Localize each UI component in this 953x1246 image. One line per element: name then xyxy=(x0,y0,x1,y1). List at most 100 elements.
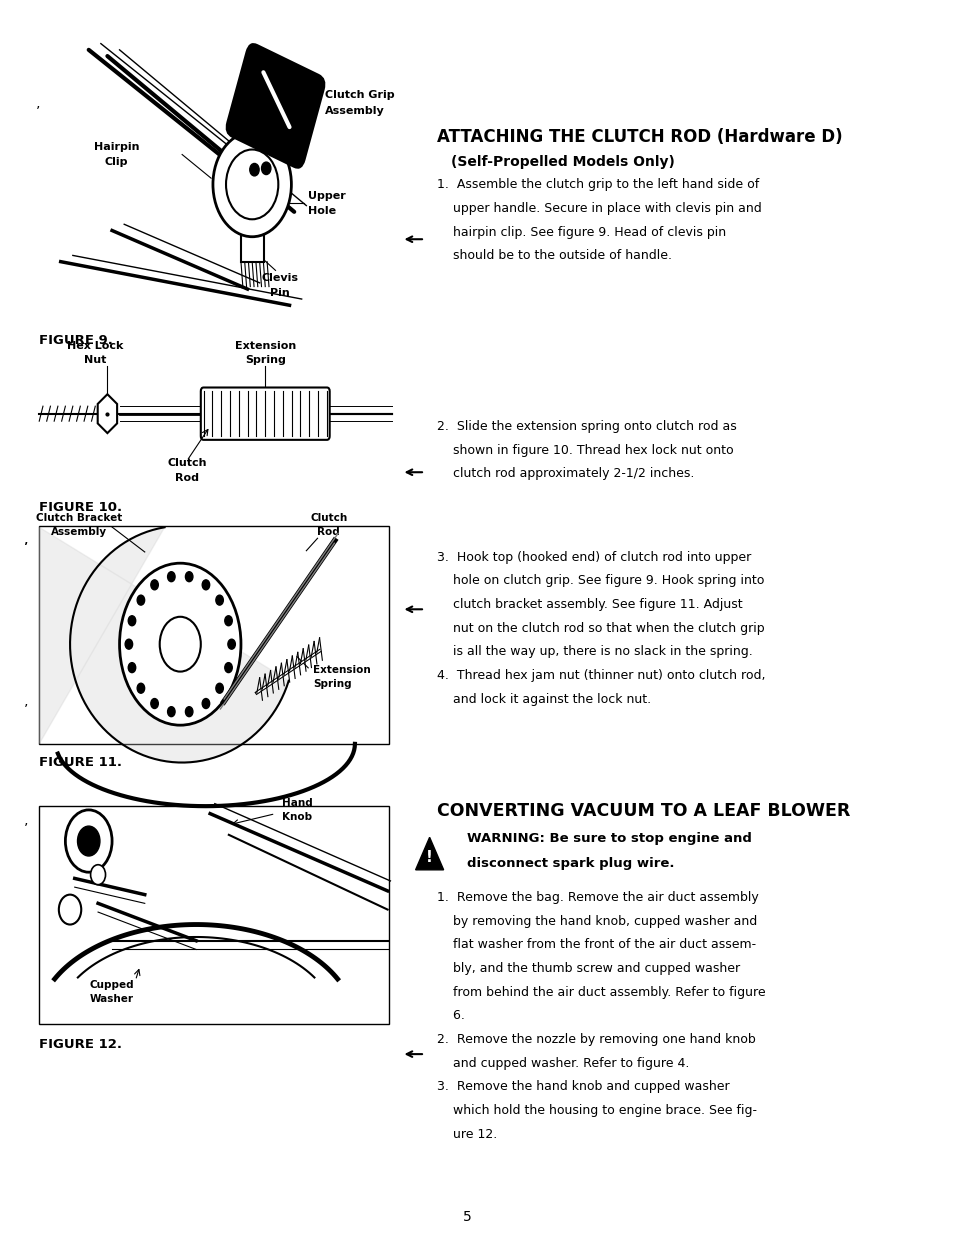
Circle shape xyxy=(168,572,175,582)
Text: Assembly: Assembly xyxy=(51,527,108,537)
Text: 6.: 6. xyxy=(436,1009,464,1022)
Circle shape xyxy=(202,579,210,589)
Text: Spring: Spring xyxy=(245,355,285,365)
FancyBboxPatch shape xyxy=(200,388,330,440)
FancyBboxPatch shape xyxy=(241,181,264,262)
Text: ’: ’ xyxy=(23,703,28,718)
Text: Clutch Grip: Clutch Grip xyxy=(325,90,395,100)
Text: shown in figure 10. Thread hex lock nut onto: shown in figure 10. Thread hex lock nut … xyxy=(436,444,733,456)
Text: ’: ’ xyxy=(23,541,28,556)
Circle shape xyxy=(128,616,135,625)
Circle shape xyxy=(250,163,259,176)
Circle shape xyxy=(215,683,223,693)
Circle shape xyxy=(185,706,193,716)
Text: Clutch: Clutch xyxy=(310,513,347,523)
Text: Washer: Washer xyxy=(90,994,134,1004)
Circle shape xyxy=(125,639,132,649)
Text: by removing the hand knob, cupped washer and: by removing the hand knob, cupped washer… xyxy=(436,915,757,927)
Text: and lock it against the lock nut.: and lock it against the lock nut. xyxy=(436,693,651,705)
Text: 1.  Assemble the clutch grip to the left hand side of: 1. Assemble the clutch grip to the left … xyxy=(436,178,759,191)
Circle shape xyxy=(225,663,232,673)
Text: Extension: Extension xyxy=(234,341,295,351)
Text: ’: ’ xyxy=(23,541,28,556)
Text: Nut: Nut xyxy=(84,355,107,365)
Text: FIGURE 11.: FIGURE 11. xyxy=(39,756,122,769)
Text: 4.  Thread hex jam nut (thinner nut) onto clutch rod,: 4. Thread hex jam nut (thinner nut) onto… xyxy=(436,669,765,682)
Text: bly, and the thumb screw and cupped washer: bly, and the thumb screw and cupped wash… xyxy=(436,962,740,974)
Circle shape xyxy=(213,132,291,237)
Circle shape xyxy=(228,639,235,649)
Text: Hex Lock: Hex Lock xyxy=(67,341,123,351)
Circle shape xyxy=(66,810,112,872)
Circle shape xyxy=(226,150,278,219)
Text: FIGURE 9.: FIGURE 9. xyxy=(39,334,113,346)
Text: 3.  Remove the hand knob and cupped washer: 3. Remove the hand knob and cupped washe… xyxy=(436,1080,729,1093)
Text: CONVERTING VACUUM TO A LEAF BLOWER: CONVERTING VACUUM TO A LEAF BLOWER xyxy=(436,802,849,820)
Text: from behind the air duct assembly. Refer to figure: from behind the air duct assembly. Refer… xyxy=(436,986,765,998)
Text: which hold the housing to engine brace. See fig-: which hold the housing to engine brace. … xyxy=(436,1104,757,1116)
Text: Clip: Clip xyxy=(105,157,129,167)
Circle shape xyxy=(159,617,200,672)
Text: ’: ’ xyxy=(23,821,28,836)
Polygon shape xyxy=(97,394,117,434)
Text: Spring: Spring xyxy=(313,679,351,689)
Text: and cupped washer. Refer to figure 4.: and cupped washer. Refer to figure 4. xyxy=(436,1057,689,1069)
Text: 2.  Slide the extension spring onto clutch rod as: 2. Slide the extension spring onto clutc… xyxy=(436,420,736,432)
Text: ATTACHING THE CLUTCH ROD (Hardware D): ATTACHING THE CLUTCH ROD (Hardware D) xyxy=(436,128,841,146)
Text: hole on clutch grip. See figure 9. Hook spring into: hole on clutch grip. See figure 9. Hook … xyxy=(436,574,763,587)
Text: Upper: Upper xyxy=(308,191,346,201)
Text: ure 12.: ure 12. xyxy=(436,1128,497,1140)
FancyBboxPatch shape xyxy=(39,806,389,1024)
Circle shape xyxy=(137,596,145,606)
Circle shape xyxy=(77,826,100,856)
Circle shape xyxy=(151,699,158,709)
Text: Hairpin: Hairpin xyxy=(94,142,139,152)
Text: FIGURE 12.: FIGURE 12. xyxy=(39,1038,122,1050)
Text: Assembly: Assembly xyxy=(325,106,384,116)
Text: Rod: Rod xyxy=(317,527,340,537)
Circle shape xyxy=(137,683,145,693)
Text: Clutch: Clutch xyxy=(167,459,207,468)
Circle shape xyxy=(185,572,193,582)
Circle shape xyxy=(261,162,271,174)
Circle shape xyxy=(168,706,175,716)
Text: Pin: Pin xyxy=(270,288,290,298)
Circle shape xyxy=(59,895,81,925)
Text: hairpin clip. See figure 9. Head of clevis pin: hairpin clip. See figure 9. Head of clev… xyxy=(436,226,725,238)
Circle shape xyxy=(215,596,223,606)
Text: 3.  Hook top (hooked end) of clutch rod into upper: 3. Hook top (hooked end) of clutch rod i… xyxy=(436,551,751,563)
Circle shape xyxy=(225,616,232,625)
Text: should be to the outside of handle.: should be to the outside of handle. xyxy=(436,249,671,262)
Text: Hand: Hand xyxy=(281,799,312,809)
Text: ’: ’ xyxy=(35,105,40,120)
Circle shape xyxy=(119,563,241,725)
Text: is all the way up, there is no slack in the spring.: is all the way up, there is no slack in … xyxy=(436,645,752,658)
FancyBboxPatch shape xyxy=(39,526,389,744)
Text: Rod: Rod xyxy=(174,473,198,483)
Text: 2.  Remove the nozzle by removing one hand knob: 2. Remove the nozzle by removing one han… xyxy=(436,1033,755,1045)
Text: Clutch Bracket: Clutch Bracket xyxy=(36,513,122,523)
Circle shape xyxy=(202,699,210,709)
Text: flat washer from the front of the air duct assem-: flat washer from the front of the air du… xyxy=(436,938,756,951)
Text: 1.  Remove the bag. Remove the air duct assembly: 1. Remove the bag. Remove the air duct a… xyxy=(436,891,758,903)
Polygon shape xyxy=(39,527,289,763)
Text: Knob: Knob xyxy=(282,812,312,822)
Text: disconnect spark plug wire.: disconnect spark plug wire. xyxy=(466,857,674,870)
Circle shape xyxy=(128,663,135,673)
Text: Hole: Hole xyxy=(308,206,336,216)
Text: clutch rod approximately 2-1/2 inches.: clutch rod approximately 2-1/2 inches. xyxy=(436,467,694,480)
Text: WARNING: Be sure to stop engine and: WARNING: Be sure to stop engine and xyxy=(466,832,751,845)
Text: clutch bracket assembly. See figure 11. Adjust: clutch bracket assembly. See figure 11. … xyxy=(436,598,742,611)
Text: 5: 5 xyxy=(462,1210,471,1224)
Polygon shape xyxy=(416,837,443,870)
Text: upper handle. Secure in place with clevis pin and: upper handle. Secure in place with clevi… xyxy=(436,202,761,214)
Text: Clevis: Clevis xyxy=(261,273,298,283)
FancyBboxPatch shape xyxy=(225,44,325,168)
Text: Cupped: Cupped xyxy=(90,981,134,991)
Circle shape xyxy=(151,579,158,589)
Text: Extension: Extension xyxy=(313,665,370,675)
Text: FIGURE 10.: FIGURE 10. xyxy=(39,501,122,513)
Text: (Self-Propelled Models Only): (Self-Propelled Models Only) xyxy=(451,155,675,168)
Text: !: ! xyxy=(426,850,433,866)
Text: nut on the clutch rod so that when the clutch grip: nut on the clutch rod so that when the c… xyxy=(436,622,764,634)
